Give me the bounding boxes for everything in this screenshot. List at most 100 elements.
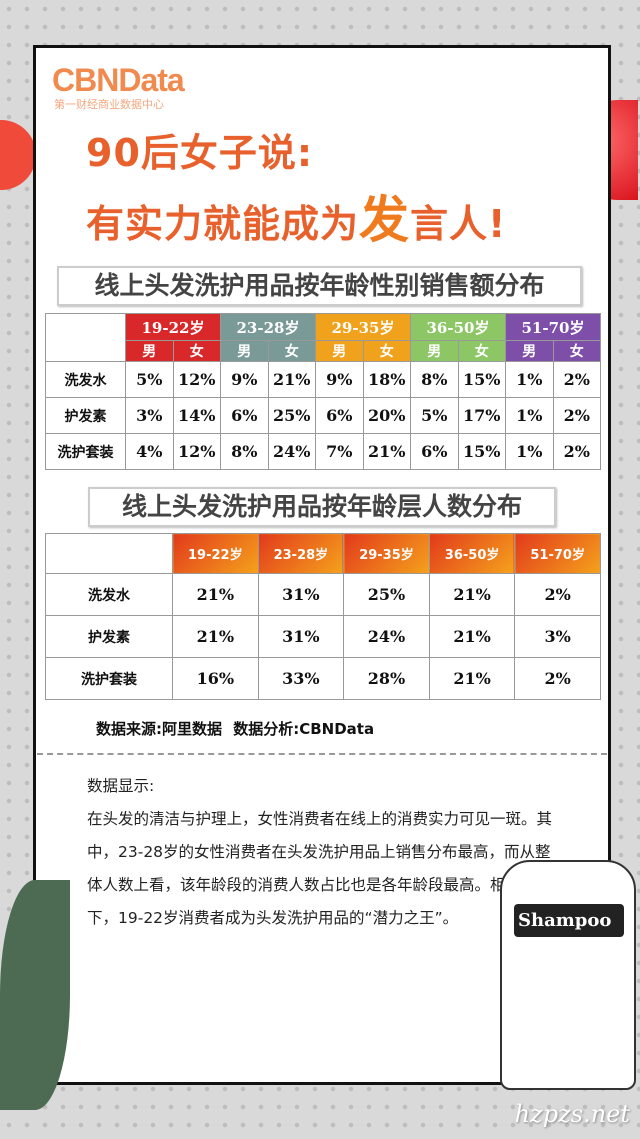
age-group-header: 29-35岁 [343, 533, 430, 574]
value-cell: 15% [457, 361, 506, 398]
value-cell: 1% [505, 361, 554, 398]
table-row: 洗护套装 16% 33% 28% 21% 2% [45, 657, 601, 700]
gender-header: 女 [457, 340, 506, 362]
table-row: 护发素 3% 14% 6% 25% 6% 20% 5% 17% 1% 2% [45, 397, 601, 434]
row-label: 洗发水 [45, 573, 173, 616]
age-group-header: 19-22岁 [172, 533, 259, 574]
row-label: 护发素 [45, 615, 173, 658]
empty-header [45, 313, 126, 362]
table1-title: 线上头发洗护用品按年龄性别销售额分布 [57, 266, 582, 306]
value-cell: 7% [315, 433, 364, 470]
value-cell: 21% [428, 657, 516, 700]
leaf-decoration [0, 880, 70, 1110]
value-cell: 21% [172, 573, 259, 616]
value-cell: 21% [428, 573, 516, 616]
row-label: 洗发水 [45, 361, 126, 398]
value-cell: 24% [343, 615, 430, 658]
value-cell: 12% [172, 433, 221, 470]
value-cell: 2% [552, 433, 601, 470]
value-cell: 6% [410, 433, 459, 470]
gender-header: 女 [362, 340, 411, 362]
value-cell: 2% [514, 573, 601, 616]
age-group-header: 23-28岁 [220, 313, 316, 341]
value-cell: 15% [457, 433, 506, 470]
gender-header: 男 [220, 340, 269, 362]
value-cell: 17% [457, 397, 506, 434]
table-row: 洗发水 5% 12% 9% 21% 9% 18% 8% 15% 1% 2% [45, 361, 601, 398]
gender-header: 女 [172, 340, 221, 362]
gender-header: 男 [125, 340, 174, 362]
age-group-header: 51-70岁 [514, 533, 601, 574]
value-cell: 9% [220, 361, 269, 398]
headline-highlight: 发 [359, 191, 411, 249]
value-cell: 12% [172, 361, 221, 398]
value-cell: 2% [514, 657, 601, 700]
value-cell: 21% [267, 361, 316, 398]
gender-header: 男 [315, 340, 364, 362]
value-cell: 1% [505, 433, 554, 470]
table2-title: 线上头发洗护用品按年龄层人数分布 [88, 487, 556, 527]
orange-swoosh-decoration [0, 120, 36, 190]
sales-by-age-gender-table: 19-22岁 23-28岁 29-35岁 36-50岁 51-70岁男女男女男女男女男女… [45, 313, 601, 470]
value-cell: 31% [257, 573, 345, 616]
value-cell: 28% [343, 657, 430, 700]
table-row: 洗护套装 4% 12% 8% 24% 7% 21% 6% 15% 1% 2% [45, 433, 601, 470]
headline-line1: 90后女子说: [86, 131, 314, 175]
summary-heading: 数据显示: [87, 777, 155, 795]
value-cell: 3% [125, 397, 174, 434]
empty-header [45, 533, 173, 574]
gender-header: 男 [410, 340, 459, 362]
value-cell: 5% [410, 397, 459, 434]
divider [37, 753, 607, 755]
value-cell: 25% [343, 573, 430, 616]
row-label: 洗护套装 [45, 657, 173, 700]
gender-header: 女 [552, 340, 601, 362]
value-cell: 16% [172, 657, 259, 700]
value-cell: 20% [362, 397, 411, 434]
value-cell: 5% [125, 361, 174, 398]
gender-header: 女 [267, 340, 316, 362]
value-cell: 21% [362, 433, 411, 470]
headline-text: 有实力就能成为 [86, 202, 360, 246]
gender-header: 男 [505, 340, 554, 362]
value-cell: 2% [552, 361, 601, 398]
value-cell: 8% [410, 361, 459, 398]
value-cell: 33% [257, 657, 345, 700]
summary-body: 在头发的清洁与护理上，女性消费者在线上的消费实力可见一斑。其中，23-28岁的女… [87, 810, 553, 927]
age-group-header: 19-22岁 [125, 313, 221, 341]
cbndata-logo: CBNData [52, 62, 185, 98]
headline-line2: 有实力就能成为发言人! [86, 180, 506, 252]
value-cell: 2% [552, 397, 601, 434]
logo-subtitle: 第一财经商业数据中心 [54, 98, 164, 111]
table-row: 洗发水 21% 31% 25% 21% 2% [45, 573, 601, 616]
value-cell: 31% [257, 615, 345, 658]
watermark: hzpzs.net [514, 1100, 630, 1128]
value-cell: 18% [362, 361, 411, 398]
value-cell: 24% [267, 433, 316, 470]
value-cell: 1% [505, 397, 554, 434]
value-cell: 4% [125, 433, 174, 470]
value-cell: 14% [172, 397, 221, 434]
table-row: 护发素 21% 31% 24% 21% 3% [45, 615, 601, 658]
data-source: 数据来源:阿里数据 数据分析:CBNData [96, 720, 375, 738]
headline-text: 言人! [410, 202, 507, 246]
age-group-header: 36-50岁 [428, 533, 516, 574]
value-cell: 25% [267, 397, 316, 434]
users-by-age-table: 19-22岁 23-28岁 29-35岁 36-50岁 51-70岁 洗发水 21% 31% 2… [45, 533, 601, 700]
value-cell: 21% [172, 615, 259, 658]
summary-paragraph: 数据显示: 在头发的清洁与护理上，女性消费者在线上的消费实力可见一斑。其中，23… [87, 770, 557, 935]
value-cell: 6% [220, 397, 269, 434]
row-label: 洗护套装 [45, 433, 126, 470]
value-cell: 21% [428, 615, 516, 658]
value-cell: 9% [315, 361, 364, 398]
value-cell: 8% [220, 433, 269, 470]
bottle-label: Shampoo [514, 904, 624, 937]
row-label: 护发素 [45, 397, 126, 434]
age-group-header: 23-28岁 [257, 533, 345, 574]
value-cell: 6% [315, 397, 364, 434]
value-cell: 3% [514, 615, 601, 658]
age-group-header: 29-35岁 [315, 313, 411, 341]
shampoo-bottle-illustration: Shampoo [500, 860, 636, 1090]
age-group-header: 51-70岁 [505, 313, 601, 341]
age-group-header: 36-50岁 [410, 313, 506, 341]
